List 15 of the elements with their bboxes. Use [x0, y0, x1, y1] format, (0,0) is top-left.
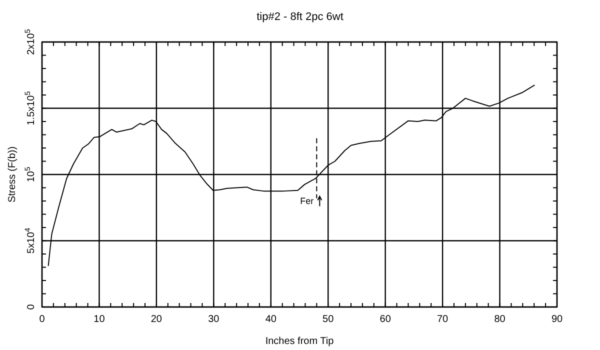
- x-axis-title: Inches from Tip: [265, 336, 334, 347]
- y-axis-title: Stress (F(b)): [7, 146, 18, 203]
- x-tick-label: 80: [494, 314, 506, 325]
- x-tick-label: 60: [380, 314, 392, 325]
- x-tick-label: 40: [265, 314, 277, 325]
- x-tick-label: 50: [322, 314, 334, 325]
- x-tick-label: 90: [551, 314, 563, 325]
- chart-title: tip#2 - 8ft 2pc 6wt: [256, 11, 344, 23]
- x-tick-label: 70: [436, 314, 449, 325]
- x-tick-label: 30: [208, 314, 220, 325]
- ref-line-label: Fer: [300, 196, 314, 206]
- x-tick-label: 20: [150, 314, 162, 325]
- y-tick-label: 0: [26, 304, 37, 310]
- x-tick-label: 10: [94, 314, 106, 325]
- x-tick-label: 0: [39, 314, 46, 325]
